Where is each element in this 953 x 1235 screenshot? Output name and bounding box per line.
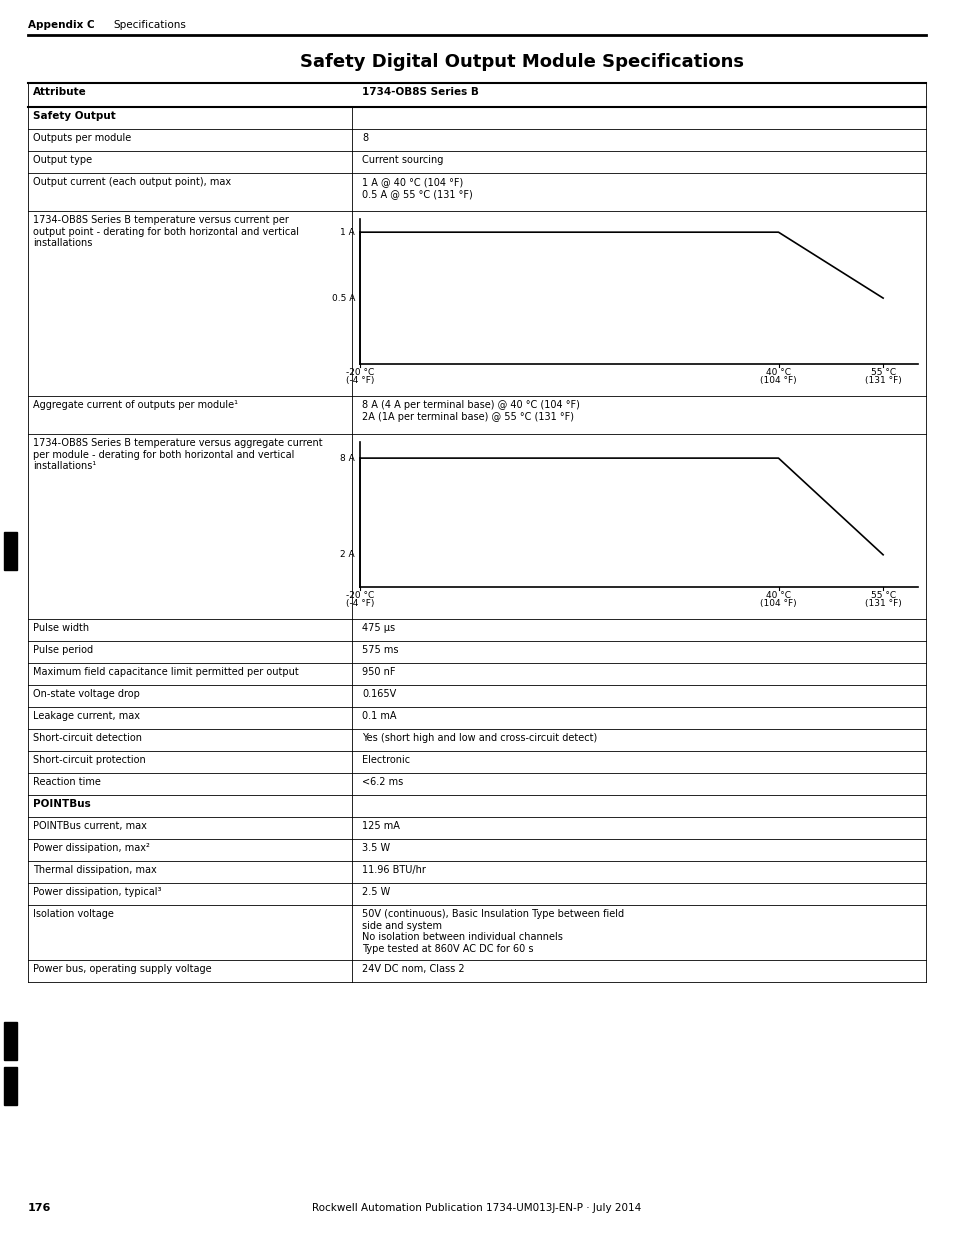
Text: -20 °C: -20 °C: [346, 592, 374, 600]
Text: Yes (short high and low and cross-circuit detect): Yes (short high and low and cross-circui…: [361, 734, 597, 743]
Text: Electronic: Electronic: [361, 755, 410, 764]
Text: Safety Output: Safety Output: [33, 111, 115, 121]
Text: Thermal dissipation, max: Thermal dissipation, max: [33, 864, 156, 876]
Text: 40 °C: 40 °C: [765, 368, 790, 377]
Text: Safety Digital Output Module Specifications: Safety Digital Output Module Specificati…: [299, 53, 743, 70]
Bar: [4, 532, 17, 571]
Text: 11.96 BTU/hr: 11.96 BTU/hr: [361, 864, 425, 876]
Text: (131 °F): (131 °F): [863, 599, 901, 608]
Text: 2.5 W: 2.5 W: [361, 887, 390, 897]
Text: Aggregate current of outputs per module¹: Aggregate current of outputs per module¹: [33, 400, 237, 410]
Text: 1 A: 1 A: [340, 227, 355, 237]
Text: 575 ms: 575 ms: [361, 645, 398, 655]
Text: Maximum field capacitance limit permitted per output: Maximum field capacitance limit permitte…: [33, 667, 298, 677]
Text: POINTBus current, max: POINTBus current, max: [33, 821, 147, 831]
Text: Power dissipation, typical³: Power dissipation, typical³: [33, 887, 161, 897]
Text: 8: 8: [361, 133, 368, 143]
Text: Appendix C: Appendix C: [28, 20, 94, 30]
Text: 8 A: 8 A: [340, 453, 355, 463]
Text: (104 °F): (104 °F): [760, 599, 796, 608]
Text: Power bus, operating supply voltage: Power bus, operating supply voltage: [33, 965, 212, 974]
Text: Rockwell Automation Publication 1734-UM013J-EN-P · July 2014: Rockwell Automation Publication 1734-UM0…: [312, 1203, 641, 1213]
Text: Current sourcing: Current sourcing: [361, 156, 443, 165]
Text: (104 °F): (104 °F): [760, 375, 796, 385]
Text: 475 μs: 475 μs: [361, 622, 395, 634]
Text: (-4 °F): (-4 °F): [345, 599, 374, 608]
Text: 55 °C: 55 °C: [870, 592, 895, 600]
Text: Pulse period: Pulse period: [33, 645, 93, 655]
Text: Output type: Output type: [33, 156, 92, 165]
Text: Reaction time: Reaction time: [33, 777, 101, 787]
Text: Outputs per module: Outputs per module: [33, 133, 132, 143]
Text: 24V DC nom, Class 2: 24V DC nom, Class 2: [361, 965, 464, 974]
Text: 0.165V: 0.165V: [361, 689, 395, 699]
Text: Power dissipation, max²: Power dissipation, max²: [33, 844, 150, 853]
Text: Specifications: Specifications: [112, 20, 186, 30]
Text: 40 °C: 40 °C: [765, 592, 790, 600]
Text: -20 °C: -20 °C: [346, 368, 374, 377]
Text: 55 °C: 55 °C: [870, 368, 895, 377]
Text: 176: 176: [28, 1203, 51, 1213]
Text: Short-circuit protection: Short-circuit protection: [33, 755, 146, 764]
Text: 0.1 mA: 0.1 mA: [361, 711, 396, 721]
Text: 950 nF: 950 nF: [361, 667, 395, 677]
Text: 1734-OB8S Series B temperature versus current per
output point - derating for bo: 1734-OB8S Series B temperature versus cu…: [33, 215, 298, 248]
Text: On-state voltage drop: On-state voltage drop: [33, 689, 140, 699]
Text: 8 A (4 A per terminal base) @ 40 °C (104 °F)
2A (1A per terminal base) @ 55 °C (: 8 A (4 A per terminal base) @ 40 °C (104…: [361, 400, 579, 421]
Text: 1 A @ 40 °C (104 °F)
0.5 A @ 55 °C (131 °F): 1 A @ 40 °C (104 °F) 0.5 A @ 55 °C (131 …: [361, 177, 473, 199]
Bar: [4, 1023, 17, 1060]
Text: 1734-OB8S Series B temperature versus aggregate current
per module - derating fo: 1734-OB8S Series B temperature versus ag…: [33, 438, 322, 472]
Text: Short-circuit detection: Short-circuit detection: [33, 734, 142, 743]
Text: Pulse width: Pulse width: [33, 622, 89, 634]
Text: (131 °F): (131 °F): [863, 375, 901, 385]
Text: (-4 °F): (-4 °F): [345, 375, 374, 385]
Bar: [4, 1067, 17, 1105]
Text: Leakage current, max: Leakage current, max: [33, 711, 140, 721]
Text: Output current (each output point), max: Output current (each output point), max: [33, 177, 231, 186]
Text: Isolation voltage: Isolation voltage: [33, 909, 113, 919]
Text: 3.5 W: 3.5 W: [361, 844, 390, 853]
Text: Attribute: Attribute: [33, 86, 87, 98]
Text: 125 mA: 125 mA: [361, 821, 399, 831]
Text: 50V (continuous), Basic Insulation Type between field
side and system
No isolati: 50V (continuous), Basic Insulation Type …: [361, 909, 623, 953]
Text: <6.2 ms: <6.2 ms: [361, 777, 403, 787]
Text: 1734-OB8S Series B: 1734-OB8S Series B: [361, 86, 478, 98]
Text: POINTBus: POINTBus: [33, 799, 91, 809]
Text: 2 A: 2 A: [340, 551, 355, 559]
Text: 0.5 A: 0.5 A: [332, 294, 355, 303]
